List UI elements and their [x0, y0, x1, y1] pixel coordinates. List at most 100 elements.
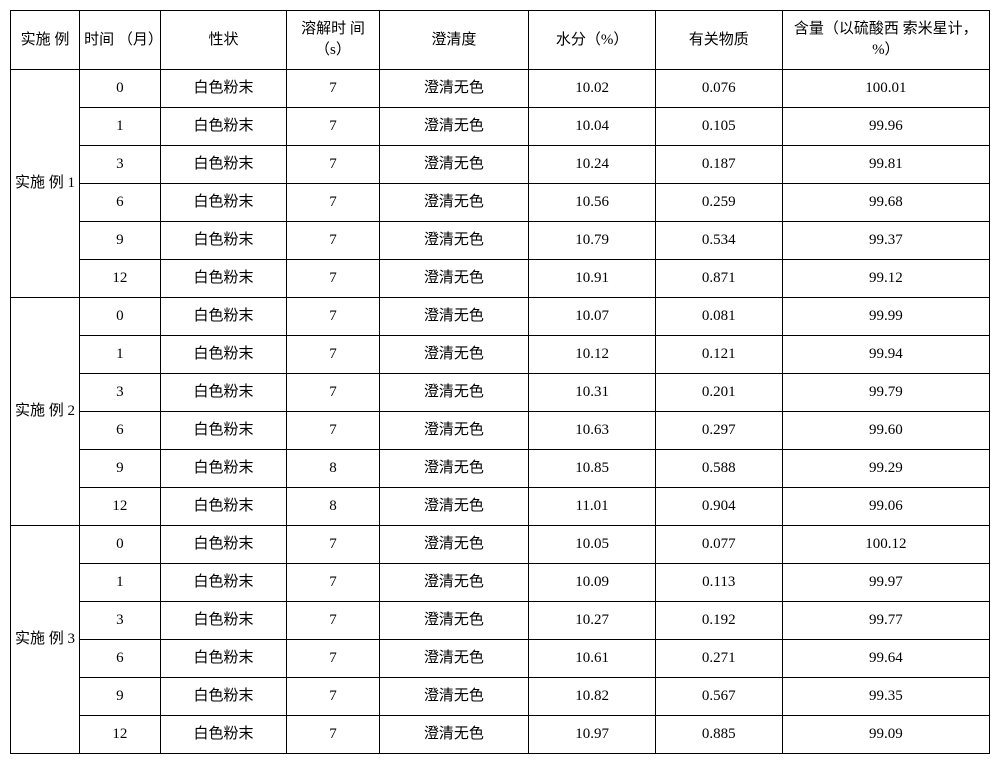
- cell-time: 3: [80, 146, 161, 184]
- cell-related: 0.105: [655, 108, 782, 146]
- cell-moisture: 10.97: [529, 716, 656, 754]
- cell-moisture: 10.82: [529, 678, 656, 716]
- cell-content: 99.60: [782, 412, 989, 450]
- cell-related: 0.081: [655, 298, 782, 336]
- cell-clarity: 澄清无色: [379, 564, 529, 602]
- header-clarity: 澄清度: [379, 11, 529, 70]
- table-row: 6白色粉末7澄清无色10.610.27199.64: [11, 640, 990, 678]
- cell-clarity: 澄清无色: [379, 222, 529, 260]
- cell-content: 99.64: [782, 640, 989, 678]
- cell-clarity: 澄清无色: [379, 526, 529, 564]
- cell-moisture: 10.02: [529, 70, 656, 108]
- table-row: 9白色粉末7澄清无色10.790.53499.37: [11, 222, 990, 260]
- table-header-row: 实施 例 时间 （月） 性状 溶解时 间（s） 澄清度 水分（%） 有关物质 含…: [11, 11, 990, 70]
- cell-moisture: 10.85: [529, 450, 656, 488]
- cell-related: 0.113: [655, 564, 782, 602]
- table-row: 实施 例 20白色粉末7澄清无色10.070.08199.99: [11, 298, 990, 336]
- cell-dissolve: 7: [287, 678, 379, 716]
- cell-related: 0.885: [655, 716, 782, 754]
- cell-content: 100.12: [782, 526, 989, 564]
- cell-time: 12: [80, 488, 161, 526]
- cell-appearance: 白色粉末: [160, 678, 287, 716]
- cell-time: 3: [80, 374, 161, 412]
- cell-time: 1: [80, 564, 161, 602]
- cell-appearance: 白色粉末: [160, 488, 287, 526]
- table-row: 6白色粉末7澄清无色10.630.29799.60: [11, 412, 990, 450]
- cell-time: 0: [80, 298, 161, 336]
- cell-moisture: 10.05: [529, 526, 656, 564]
- table-row: 实施 例 10白色粉末7澄清无色10.020.076100.01: [11, 70, 990, 108]
- cell-appearance: 白色粉末: [160, 260, 287, 298]
- cell-dissolve: 8: [287, 488, 379, 526]
- cell-appearance: 白色粉末: [160, 108, 287, 146]
- table-row: 12白色粉末7澄清无色10.910.87199.12: [11, 260, 990, 298]
- cell-related: 0.904: [655, 488, 782, 526]
- cell-dissolve: 7: [287, 222, 379, 260]
- cell-appearance: 白色粉末: [160, 336, 287, 374]
- cell-content: 99.96: [782, 108, 989, 146]
- table-row: 6白色粉末7澄清无色10.560.25999.68: [11, 184, 990, 222]
- cell-moisture: 10.79: [529, 222, 656, 260]
- cell-appearance: 白色粉末: [160, 412, 287, 450]
- cell-clarity: 澄清无色: [379, 336, 529, 374]
- table-row: 12白色粉末8澄清无色11.010.90499.06: [11, 488, 990, 526]
- cell-moisture: 10.27: [529, 602, 656, 640]
- cell-content: 99.12: [782, 260, 989, 298]
- cell-clarity: 澄清无色: [379, 298, 529, 336]
- header-content: 含量（以硫酸西 索米星计，%）: [782, 11, 989, 70]
- cell-moisture: 10.09: [529, 564, 656, 602]
- cell-time: 6: [80, 184, 161, 222]
- cell-related: 0.259: [655, 184, 782, 222]
- cell-appearance: 白色粉末: [160, 526, 287, 564]
- cell-related: 0.588: [655, 450, 782, 488]
- cell-content: 99.35: [782, 678, 989, 716]
- header-example: 实施 例: [11, 11, 80, 70]
- cell-clarity: 澄清无色: [379, 450, 529, 488]
- cell-dissolve: 7: [287, 70, 379, 108]
- cell-content: 99.37: [782, 222, 989, 260]
- cell-clarity: 澄清无色: [379, 412, 529, 450]
- cell-time: 12: [80, 260, 161, 298]
- cell-time: 12: [80, 716, 161, 754]
- cell-time: 6: [80, 412, 161, 450]
- cell-dissolve: 8: [287, 450, 379, 488]
- header-moisture: 水分（%）: [529, 11, 656, 70]
- table-row: 1白色粉末7澄清无色10.090.11399.97: [11, 564, 990, 602]
- cell-dissolve: 7: [287, 374, 379, 412]
- table-body: 实施 例 10白色粉末7澄清无色10.020.076100.011白色粉末7澄清…: [11, 70, 990, 754]
- cell-moisture: 10.91: [529, 260, 656, 298]
- cell-dissolve: 7: [287, 336, 379, 374]
- cell-content: 99.77: [782, 602, 989, 640]
- table-row: 1白色粉末7澄清无色10.040.10599.96: [11, 108, 990, 146]
- cell-dissolve: 7: [287, 526, 379, 564]
- stability-data-table: 实施 例 时间 （月） 性状 溶解时 间（s） 澄清度 水分（%） 有关物质 含…: [10, 10, 990, 754]
- cell-dissolve: 7: [287, 108, 379, 146]
- cell-clarity: 澄清无色: [379, 488, 529, 526]
- cell-related: 0.871: [655, 260, 782, 298]
- header-time: 时间 （月）: [80, 11, 161, 70]
- cell-moisture: 10.63: [529, 412, 656, 450]
- cell-related: 0.121: [655, 336, 782, 374]
- cell-related: 0.187: [655, 146, 782, 184]
- cell-appearance: 白色粉末: [160, 564, 287, 602]
- cell-time: 9: [80, 222, 161, 260]
- table-row: 实施 例 30白色粉末7澄清无色10.050.077100.12: [11, 526, 990, 564]
- table-row: 3白色粉末7澄清无色10.270.19299.77: [11, 602, 990, 640]
- cell-time: 9: [80, 450, 161, 488]
- cell-moisture: 10.24: [529, 146, 656, 184]
- cell-content: 99.81: [782, 146, 989, 184]
- cell-time: 0: [80, 526, 161, 564]
- cell-clarity: 澄清无色: [379, 108, 529, 146]
- cell-content: 99.97: [782, 564, 989, 602]
- cell-related: 0.077: [655, 526, 782, 564]
- cell-appearance: 白色粉末: [160, 716, 287, 754]
- cell-appearance: 白色粉末: [160, 298, 287, 336]
- cell-content: 99.06: [782, 488, 989, 526]
- cell-moisture: 10.12: [529, 336, 656, 374]
- cell-appearance: 白色粉末: [160, 184, 287, 222]
- cell-appearance: 白色粉末: [160, 602, 287, 640]
- cell-appearance: 白色粉末: [160, 640, 287, 678]
- group-label-cell: 实施 例 3: [11, 526, 80, 754]
- cell-clarity: 澄清无色: [379, 374, 529, 412]
- cell-clarity: 澄清无色: [379, 716, 529, 754]
